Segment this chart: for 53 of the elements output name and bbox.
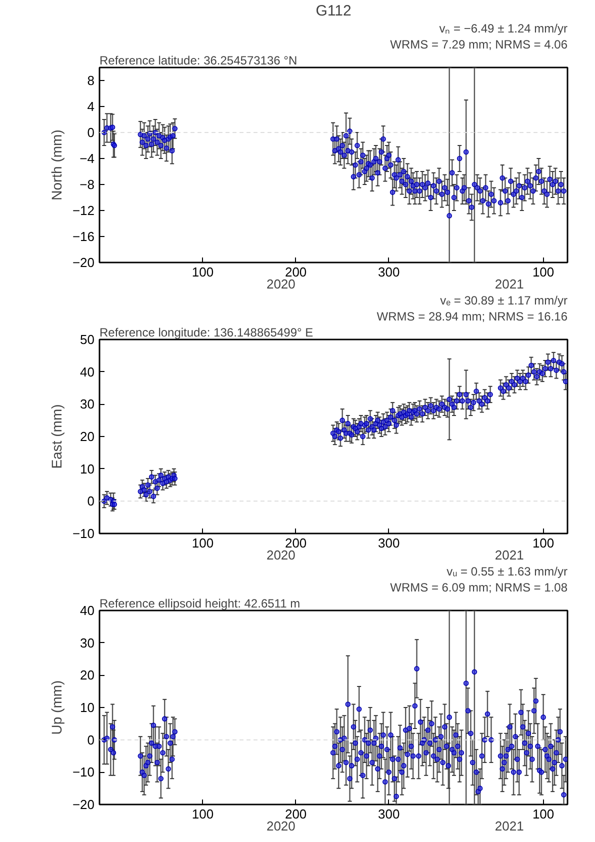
- text: 2020: [266, 548, 296, 562]
- x-tick-label: 100: [532, 806, 554, 822]
- text: 2020: [266, 818, 296, 834]
- text: vᵤ = 0.55 ± 1.63 mm/yr: [446, 564, 568, 578]
- text: 2021: [494, 818, 524, 834]
- y-tick-label: 50: [80, 332, 95, 347]
- annotation: Reference longitude: 136.148865499° E: [100, 326, 314, 340]
- x-tick-label: 300: [378, 806, 400, 822]
- text: WRMS = 28.94 mm; NRMS = 16.16: [376, 310, 568, 324]
- text: 2021: [494, 548, 524, 562]
- y-axis-title: North (mm): [48, 130, 64, 200]
- y-tick-label: −20: [72, 797, 95, 812]
- text: WRMS = 7.29 mm; NRMS = 4.06: [390, 38, 568, 52]
- y-tick-label: 20: [80, 429, 95, 444]
- y-tick-label: 10: [80, 700, 95, 715]
- y-tick-label: −10: [72, 764, 95, 780]
- x-tick-label: 300: [378, 264, 400, 280]
- y-tick-label: 0: [87, 732, 95, 748]
- text: vₑ = 30.89 ± 1.17 mm/yr: [440, 294, 568, 308]
- y-tick-label: 30: [80, 396, 95, 412]
- x-tick-label: 200: [284, 536, 307, 550]
- y-axis-title: Up (mm): [48, 680, 64, 735]
- x-tick-label: 300: [378, 536, 400, 550]
- y-tick-label: 40: [80, 364, 95, 380]
- y-axis-title: East (mm): [48, 404, 64, 469]
- x-tick-label: 100: [532, 264, 554, 280]
- text: 2021: [494, 276, 524, 292]
- x-tick-label: 100: [192, 806, 214, 822]
- y-tick-label: −20: [72, 255, 95, 270]
- y-tick-label: 0: [87, 125, 95, 140]
- x-tick-label: 200: [284, 806, 307, 822]
- annotation: Reference latitude: 36.254573136 °N: [100, 54, 298, 68]
- x-tick-label: 100: [192, 536, 214, 550]
- y-tick-label: 4: [87, 99, 95, 114]
- y-tick-label: 8: [87, 73, 95, 88]
- y-tick-label: 20: [80, 668, 95, 683]
- x-tick-label: 200: [284, 264, 307, 280]
- y-tick-label: −8: [80, 177, 95, 192]
- y-tick-label: 30: [80, 635, 95, 650]
- x-tick-label: 100: [192, 264, 214, 280]
- y-tick-label: 10: [80, 461, 95, 476]
- chart-title: G112: [316, 2, 352, 20]
- y-tick-label: 40: [80, 603, 95, 618]
- y-tick-label: −16: [72, 229, 95, 244]
- y-tick-label: −10: [72, 526, 95, 541]
- y-tick-label: −4: [80, 151, 95, 166]
- text: vₙ = −6.49 ± 1.24 mm/yr: [439, 22, 568, 36]
- x-tick-label: 100: [532, 536, 554, 550]
- text: WRMS = 6.09 mm; NRMS = 1.08: [390, 580, 568, 594]
- text: 2020: [266, 276, 296, 292]
- y-tick-label: −12: [72, 203, 95, 218]
- annotation: Reference ellipsoid height: 42.6511 m: [100, 596, 300, 610]
- y-tick-label: 0: [87, 494, 95, 509]
